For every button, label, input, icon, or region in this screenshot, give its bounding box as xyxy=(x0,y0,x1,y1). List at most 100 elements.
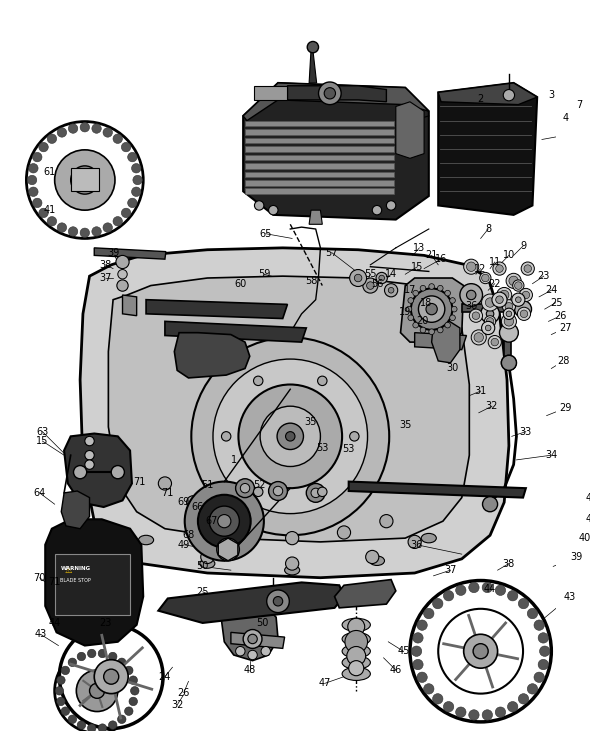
Circle shape xyxy=(408,535,421,548)
Polygon shape xyxy=(243,83,429,120)
Text: 58: 58 xyxy=(305,276,317,286)
Text: 24: 24 xyxy=(159,672,171,681)
Text: 66: 66 xyxy=(192,502,204,512)
Circle shape xyxy=(132,187,141,197)
Circle shape xyxy=(32,152,42,162)
Circle shape xyxy=(103,223,113,232)
Circle shape xyxy=(519,288,532,302)
Circle shape xyxy=(534,620,545,630)
Text: 45: 45 xyxy=(397,646,409,656)
Circle shape xyxy=(503,90,514,101)
Text: 49: 49 xyxy=(178,540,190,550)
Circle shape xyxy=(104,669,119,684)
Circle shape xyxy=(254,487,263,496)
Circle shape xyxy=(57,223,67,232)
Circle shape xyxy=(124,666,133,675)
Circle shape xyxy=(117,280,128,291)
Circle shape xyxy=(85,450,94,460)
Polygon shape xyxy=(64,434,132,507)
Text: 70: 70 xyxy=(34,573,46,583)
Text: 19: 19 xyxy=(399,307,411,317)
Text: 51: 51 xyxy=(201,480,214,490)
Circle shape xyxy=(286,557,299,570)
Circle shape xyxy=(68,658,77,666)
Text: 34: 34 xyxy=(545,450,558,460)
Circle shape xyxy=(117,658,126,666)
Circle shape xyxy=(116,255,129,269)
Circle shape xyxy=(201,550,214,563)
Circle shape xyxy=(486,318,494,325)
Polygon shape xyxy=(146,300,287,319)
Circle shape xyxy=(27,175,37,184)
Circle shape xyxy=(337,526,350,539)
Circle shape xyxy=(254,201,264,210)
Circle shape xyxy=(92,123,101,133)
Circle shape xyxy=(538,633,549,643)
Text: 36: 36 xyxy=(465,301,477,311)
Circle shape xyxy=(410,581,551,722)
Circle shape xyxy=(411,646,422,657)
Ellipse shape xyxy=(342,667,371,681)
Text: 57: 57 xyxy=(326,248,338,258)
Circle shape xyxy=(345,630,368,653)
Text: 37: 37 xyxy=(444,566,457,575)
Circle shape xyxy=(29,187,38,197)
Circle shape xyxy=(185,482,264,561)
Text: 4: 4 xyxy=(562,113,569,123)
Text: 16: 16 xyxy=(435,255,447,264)
Text: 55: 55 xyxy=(364,270,376,279)
Circle shape xyxy=(411,288,453,330)
Text: 20: 20 xyxy=(416,316,428,326)
Circle shape xyxy=(79,175,90,186)
Circle shape xyxy=(29,163,38,173)
Polygon shape xyxy=(245,163,394,169)
Circle shape xyxy=(98,649,107,657)
Text: 53: 53 xyxy=(316,443,329,453)
Polygon shape xyxy=(165,322,306,342)
Text: 71: 71 xyxy=(162,488,174,498)
Circle shape xyxy=(500,290,509,300)
Circle shape xyxy=(460,284,483,306)
Circle shape xyxy=(506,273,521,288)
Polygon shape xyxy=(254,86,287,100)
Polygon shape xyxy=(158,582,344,623)
Text: 14: 14 xyxy=(385,270,397,279)
Circle shape xyxy=(413,291,418,296)
Circle shape xyxy=(234,524,247,537)
Polygon shape xyxy=(245,180,394,186)
Circle shape xyxy=(130,687,139,695)
Text: 41: 41 xyxy=(44,205,56,215)
Circle shape xyxy=(444,590,454,601)
Circle shape xyxy=(420,328,426,333)
Text: 47: 47 xyxy=(319,678,332,688)
Polygon shape xyxy=(438,83,537,215)
Text: 27: 27 xyxy=(559,323,572,333)
Circle shape xyxy=(32,198,42,208)
Polygon shape xyxy=(243,83,429,220)
Text: 25: 25 xyxy=(196,587,209,597)
Circle shape xyxy=(495,585,506,596)
Circle shape xyxy=(277,423,303,450)
Circle shape xyxy=(483,497,497,512)
Polygon shape xyxy=(349,482,526,498)
Circle shape xyxy=(286,431,295,441)
Polygon shape xyxy=(401,278,464,342)
Text: 48: 48 xyxy=(244,665,256,675)
Circle shape xyxy=(267,590,289,613)
Circle shape xyxy=(39,208,48,218)
Circle shape xyxy=(418,296,445,322)
Polygon shape xyxy=(123,295,137,316)
Text: 33: 33 xyxy=(520,427,532,437)
Circle shape xyxy=(486,310,494,318)
Polygon shape xyxy=(109,276,469,542)
Polygon shape xyxy=(80,248,509,578)
Circle shape xyxy=(517,307,530,321)
Circle shape xyxy=(260,406,320,467)
Text: 38: 38 xyxy=(100,260,112,270)
Text: 18: 18 xyxy=(420,297,432,307)
Polygon shape xyxy=(61,491,90,529)
Circle shape xyxy=(474,333,483,342)
Circle shape xyxy=(481,274,489,282)
Text: 40: 40 xyxy=(578,533,590,543)
Text: 13: 13 xyxy=(413,243,425,253)
